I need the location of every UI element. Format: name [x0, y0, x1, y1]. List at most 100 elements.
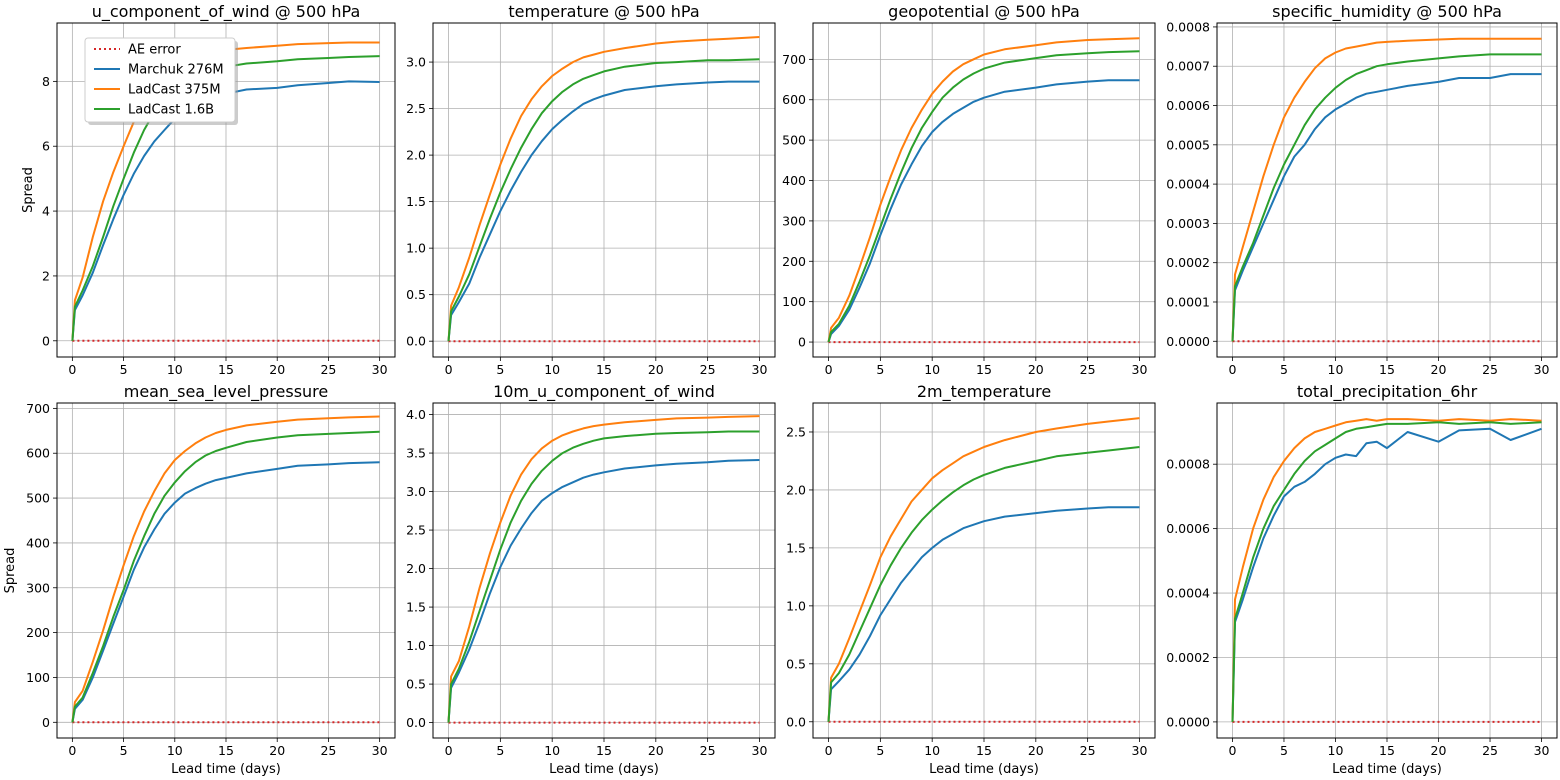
y-tick-label: 0.0002 — [1166, 650, 1210, 665]
chart-title: mean_sea_level_pressure — [124, 382, 329, 402]
x-tick-label: 25 — [320, 362, 336, 377]
x-tick-label: 0 — [825, 743, 833, 758]
series-line-marchuk-276m — [1231, 73, 1542, 342]
x-tick-label: 15 — [596, 743, 612, 758]
series-line-marchuk-276m — [827, 506, 1140, 722]
chart-title: specific_humidity @ 500 hPa — [1272, 2, 1502, 22]
y-tick-label: 0.0003 — [1166, 216, 1210, 231]
x-tick-label: 20 — [269, 362, 285, 377]
panel-6: 0 5 10 15 20 25 30 0.0 0.5 1.0 1.5 2.0 2.5 3.0 3.5 4.0 1… — [406, 382, 776, 777]
y-tick-label: 0.0 — [786, 714, 806, 729]
series-line-ladcast-375m — [447, 36, 760, 342]
x-tick-label: 30 — [1132, 743, 1148, 758]
x-tick-label: 20 — [1028, 743, 1044, 758]
legend-label: LadCast 375M — [128, 83, 221, 98]
panel-7: 0 5 10 15 20 25 30 0.0 0.5 1.0 1.5 2.0 2.5 2m_tempera… — [786, 382, 1156, 777]
y-tick-label: 0.0000 — [1166, 714, 1210, 729]
y-tick-label: 200 — [782, 254, 806, 269]
y-tick-label: 1.0 — [786, 598, 806, 613]
y-tick-label: 6 — [42, 139, 50, 154]
x-tick-label: 5 — [496, 743, 504, 758]
x-tick-label: 20 — [648, 362, 664, 377]
x-tick-label: 15 — [976, 362, 992, 377]
series-line-marchuk-276m — [447, 80, 760, 342]
axes-frame — [812, 402, 1156, 739]
x-tick-label: 25 — [700, 362, 716, 377]
legend-label: Marchuk 276M — [128, 63, 224, 78]
series-line-ladcast-375m — [827, 417, 1140, 722]
x-tick-label: 10 — [544, 743, 560, 758]
x-tick-label: 25 — [1482, 362, 1498, 377]
x-tick-label: 0 — [445, 743, 453, 758]
y-tick-label: 600 — [782, 92, 806, 107]
y-tick-label: 0.0008 — [1166, 19, 1210, 34]
series-line-ladcast-375m — [1231, 418, 1542, 722]
x-tick-label: 15 — [218, 743, 234, 758]
x-tick-label: 10 — [924, 743, 940, 758]
x-tick-label: 15 — [976, 743, 992, 758]
series-line-marchuk-276m — [1231, 427, 1542, 722]
x-tick-label: 30 — [752, 743, 768, 758]
y-axis-label: Spread — [21, 167, 36, 213]
x-tick-label: 0 — [68, 743, 76, 758]
legend: AE error Marchuk 276M LadCast 375M LadCast … — [84, 37, 238, 125]
y-tick-label: 100 — [26, 670, 50, 685]
panel-2: 0 5 10 15 20 25 30 0.0 0.5 1.0 1.5 2.0 2.5 3.0 tempera… — [406, 2, 776, 377]
axes-frame — [56, 22, 396, 358]
x-axis-label: Lead time (days) — [549, 762, 659, 777]
series-line-ladcast-1-6b — [447, 58, 760, 342]
x-tick-label: 25 — [700, 743, 716, 758]
x-tick-label: 15 — [1379, 743, 1395, 758]
y-tick-label: 0.5 — [786, 656, 806, 671]
series-line-marchuk-276m — [827, 79, 1140, 343]
y-tick-label: 400 — [26, 535, 50, 550]
panel-5: 0 5 10 15 20 25 300100200300400500600700mean_s… — [3, 382, 396, 777]
x-tick-label: 5 — [496, 362, 504, 377]
legend-label: LadCast 1.6B — [128, 103, 214, 118]
x-tick-label: 5 — [1280, 362, 1288, 377]
y-tick-label: 0.0004 — [1166, 586, 1210, 601]
y-tick-label: 700 — [26, 401, 50, 416]
y-tick-label: 200 — [26, 625, 50, 640]
x-tick-label: 30 — [1534, 743, 1550, 758]
x-tick-label: 30 — [1534, 362, 1550, 377]
chart-title: geopotential @ 500 hPa — [888, 2, 1080, 21]
y-tick-label: 0.0005 — [1166, 137, 1210, 152]
y-tick-label: 2 — [42, 268, 50, 283]
chart-title: u_component_of_wind @ 500 hPa — [92, 2, 361, 22]
y-tick-label: 0 — [798, 335, 806, 350]
y-tick-label: 0.0004 — [1166, 177, 1210, 192]
y-tick-label: 0.0 — [406, 334, 426, 349]
y-tick-label: 0 — [42, 333, 50, 348]
y-tick-label: 0.5 — [406, 287, 426, 302]
x-tick-label: 25 — [1482, 743, 1498, 758]
x-tick-label: 5 — [876, 743, 884, 758]
x-tick-label: 10 — [167, 362, 183, 377]
x-axis-label: Lead time (days) — [171, 762, 281, 777]
chart-title: total_precipitation_6hr — [1297, 382, 1478, 402]
y-tick-label: 2.0 — [406, 561, 426, 576]
axes-frame — [432, 402, 776, 739]
y-tick-label: 0.0006 — [1166, 98, 1210, 113]
y-tick-label: 4 — [42, 204, 50, 219]
series-line-ladcast-1-6b — [1231, 421, 1542, 722]
axes-frame — [1216, 22, 1558, 358]
series-line-ladcast-1-6b — [827, 50, 1140, 343]
x-tick-label: 15 — [596, 362, 612, 377]
series-line-ladcast-375m — [71, 415, 380, 723]
y-tick-label: 0.5 — [406, 677, 426, 692]
y-tick-label: 600 — [26, 446, 50, 461]
x-tick-label: 5 — [1280, 743, 1288, 758]
y-tick-label: 4.0 — [406, 407, 426, 422]
y-tick-label: 3.0 — [406, 484, 426, 499]
y-tick-label: 300 — [26, 580, 50, 595]
x-tick-label: 0 — [1228, 743, 1236, 758]
y-tick-label: 2.0 — [406, 148, 426, 163]
x-tick-label: 30 — [1132, 362, 1148, 377]
y-tick-label: 1.5 — [406, 600, 426, 615]
y-tick-label: 0.0002 — [1166, 255, 1210, 270]
y-tick-label: 0.0007 — [1166, 59, 1210, 74]
x-tick-label: 20 — [1431, 743, 1447, 758]
y-tick-label: 2.5 — [786, 424, 806, 439]
